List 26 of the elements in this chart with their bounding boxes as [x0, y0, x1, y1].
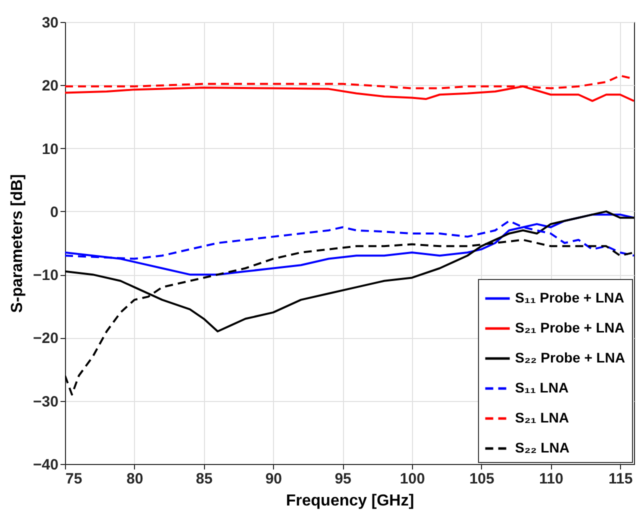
y-tick-label: 30	[42, 14, 58, 32]
y-tick-label: 0	[50, 204, 58, 221]
x-tick-label: 75	[66, 470, 82, 488]
x-tick-label: 115	[608, 470, 633, 488]
y-tick-label: −20	[33, 330, 58, 348]
x-axis-title: Frequency [GHz]	[286, 492, 414, 510]
y-tick-label: 20	[42, 78, 58, 95]
y-tick-label: −40	[33, 456, 58, 474]
legend-label: S₂₁ Probe + LNA	[515, 320, 625, 336]
x-tick-label: 95	[334, 470, 352, 488]
legend-label: S₂₂ LNA	[515, 440, 570, 456]
y-tick-label: −30	[33, 393, 58, 410]
x-tick-label: 90	[265, 470, 282, 488]
y-tick-label: −10	[33, 267, 58, 284]
y-axis-title: S-parameters [dB]	[9, 174, 26, 313]
x-tick-label: 105	[469, 470, 494, 488]
legend-label: S₁₁ LNA	[515, 380, 569, 396]
legend-label: S₁₁ Probe + LNA	[515, 290, 624, 306]
x-tick-label: 85	[196, 470, 213, 488]
x-tick-label: 110	[539, 470, 564, 488]
legend-label: S₂₂ Probe + LNA	[515, 350, 626, 366]
legend-label: S₂₁ LNA	[515, 410, 570, 426]
x-tick-label: 100	[400, 470, 425, 488]
line-series	[65, 214, 634, 276]
y-tick-label: 10	[42, 140, 58, 158]
x-tick-label: 80	[126, 470, 144, 488]
